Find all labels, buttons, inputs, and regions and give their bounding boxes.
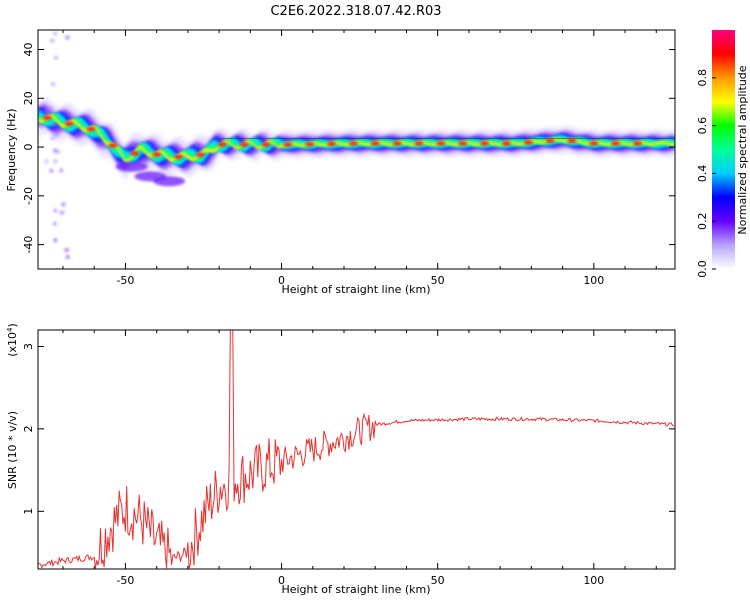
spectrogram-peak	[174, 154, 184, 160]
spectrogram-peak	[501, 141, 511, 146]
spectrogram-noise-dot	[54, 132, 59, 138]
spectrogram-frame	[37, 29, 676, 270]
spectrogram-peak	[283, 142, 293, 147]
spectrogram-peak	[152, 152, 162, 157]
spectrogram-noise-dot	[50, 82, 56, 87]
colorbar-tick-label: 0.2	[696, 212, 709, 230]
spectrogram-marks	[38, 31, 675, 260]
colorbar-tick-label: 0.0	[696, 260, 709, 278]
spectrogram-peak	[348, 141, 358, 146]
spectrogram-noise-dot	[45, 110, 50, 116]
spectrogram-noise-dot	[50, 136, 55, 141]
snr-multiplier-exp: 4	[6, 327, 14, 332]
spectrogram-peak	[633, 141, 643, 146]
spectrogram-peak	[327, 141, 337, 147]
snr-frame	[37, 329, 676, 570]
spectrogram-noise-dot	[44, 159, 49, 164]
colorbar-ticks: 0.0 0.2 0.4 0.6 0.8	[696, 69, 716, 278]
spectrogram-peak	[261, 142, 271, 147]
spectrogram-peak	[523, 140, 533, 145]
spectrogram-noise-dot	[49, 168, 54, 174]
spectrogram-noise-dot	[60, 210, 66, 215]
spectrogram-noise-dot	[53, 159, 58, 164]
spectrogram-peak	[42, 115, 52, 120]
snr-panel: -50 0 50 100 1 2 3 Height of straight line (km…	[6, 323, 676, 596]
snr-x-tick-label: 50	[431, 574, 445, 587]
spectrogram-peak	[370, 141, 380, 146]
colorbar: 0.0 0.2 0.4 0.6 0.8 Normalized spectral ampl…	[696, 30, 749, 278]
spectrogram-x-tick-label: 0	[278, 274, 285, 287]
colorbar-tick-label: 0.6	[696, 117, 709, 135]
spectrogram-y-tick-label: 40	[22, 43, 35, 57]
snr-y-tick-label: 1	[22, 508, 35, 515]
spectrogram-peak	[392, 141, 402, 146]
spectrogram-y-tick-label: -40	[22, 236, 35, 254]
colorbar-tick-label: 0.8	[696, 69, 709, 87]
spectrogram-peak	[305, 141, 315, 147]
spectrogram-xlabel: Height of straight line (km)	[281, 283, 430, 296]
snr-multiplier-close: )	[6, 323, 19, 327]
side-lobe-blob	[153, 176, 186, 187]
side-lobe-blob	[115, 161, 148, 172]
spectrogram-peaks	[42, 115, 643, 160]
spectrogram-peak	[567, 138, 577, 144]
spectrogram-noise-dot	[53, 55, 59, 60]
colorbar-tick-label: 0.4	[696, 165, 709, 183]
spectrogram-ylabel: Frequency (Hz)	[5, 109, 18, 192]
figure-title: C2E6.2022.318.07.42.R03	[270, 4, 441, 19]
colorbar-gradient	[712, 30, 735, 269]
spectrogram-peak	[195, 152, 205, 158]
spectrogram-noise-dot	[49, 106, 54, 111]
spectrogram-x-tick-label: 50	[431, 274, 445, 287]
spectrogram-peak	[589, 141, 599, 146]
spectrogram-peak	[480, 141, 490, 146]
spectrogram-noise-dot	[65, 247, 70, 253]
spectrogram-noise-dot	[65, 254, 70, 260]
snr-x-tick-label: 100	[583, 574, 604, 587]
spectrogram-peak	[108, 143, 118, 148]
snr-y-tick-label: 3	[22, 343, 35, 350]
spectrogram-side-lobe	[115, 161, 186, 187]
spectrogram-y-tick-label: -20	[22, 187, 35, 205]
spectrogram-noise-dot	[53, 237, 58, 243]
spectrogram-peak	[64, 121, 74, 126]
spectrogram-noise-dot	[53, 148, 58, 153]
colorbar-label: Normalized spectral amplitude	[736, 65, 749, 234]
snr-series-line	[38, 330, 675, 569]
spectrogram-peak	[458, 141, 468, 146]
spectrogram-noise	[43, 31, 70, 260]
spectrogram-x-tick-label: -50	[116, 274, 134, 287]
snr-ylabel: SNR (10 * v/v)	[6, 411, 19, 489]
spectrogram-peak	[239, 142, 249, 147]
spectrogram-y-tick-label: 0	[22, 144, 35, 151]
spectrogram-peak	[130, 151, 140, 156]
spectrogram-ticks: -50 0 50 100 -40 -20 0 20 40	[22, 30, 675, 287]
snr-xlabel: Height of straight line (km)	[281, 583, 430, 596]
snr-ticks: -50 0 50 100 1 2 3	[22, 330, 675, 587]
spectrogram-noise-dot	[53, 208, 58, 213]
snr-x-tick-label: -50	[116, 574, 134, 587]
spectrogram-noise-dot	[61, 202, 66, 207]
spectrogram-peak	[611, 141, 621, 146]
spectrogram-peak	[86, 126, 96, 132]
spectrogram-noise-dot	[52, 221, 57, 226]
spectrogram-peak	[414, 141, 424, 146]
spectrogram-y-tick-label: 20	[22, 91, 35, 105]
snr-multiplier: (x104)	[6, 323, 19, 357]
svg-text:(x104): (x104)	[6, 323, 19, 357]
spectrogram-x-tick-label: 100	[583, 274, 604, 287]
snr-y-tick-label: 2	[22, 425, 35, 432]
spectrogram-noise-dot	[52, 122, 57, 128]
snr-x-tick-label: 0	[278, 574, 285, 587]
spectrogram-noise-dot	[59, 168, 64, 173]
spectrogram-noise-dot	[53, 31, 58, 36]
spectrogram-peak	[545, 138, 555, 143]
spectrogram-panel: -50 0 50 100 -40 -20 0 20 40 Height of straight …	[5, 29, 676, 296]
spectrogram-noise-dot	[50, 38, 55, 43]
spectrogram-peak	[217, 142, 227, 147]
snr-multiplier-base: (x10	[6, 332, 19, 357]
spectrogram-noise-dot	[65, 35, 70, 40]
spectrogram-peak	[436, 141, 446, 146]
